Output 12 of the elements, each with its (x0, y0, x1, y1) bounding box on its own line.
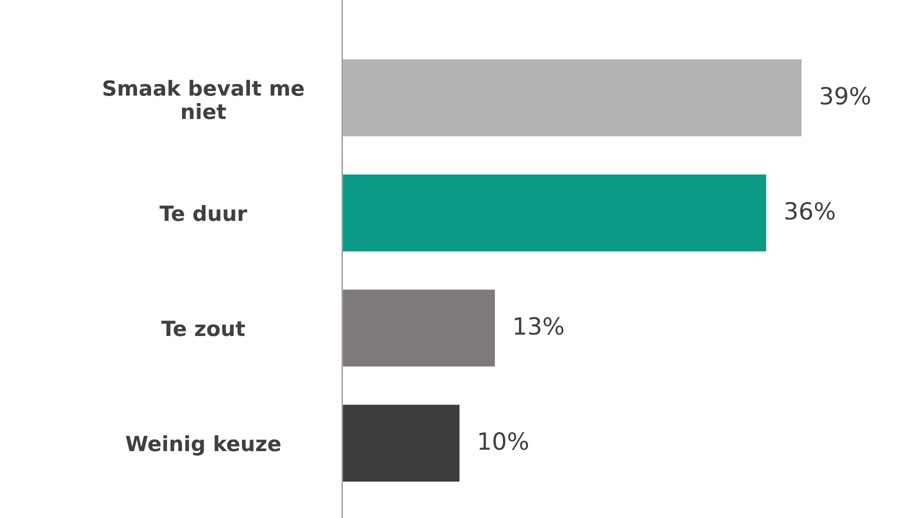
bar (342, 58, 803, 138)
data-label: 10% (479, 432, 528, 450)
data-label: 13% (514, 317, 564, 335)
y-tick-label: Te duur (160, 205, 248, 222)
data-label: 36% (785, 202, 835, 220)
y-tick-label: Weinig keuze (126, 435, 280, 456)
data-label: 39% (820, 86, 870, 105)
y-tick-label: Smaak bevalt me niet (103, 80, 304, 120)
bar (342, 288, 496, 368)
bar (342, 403, 461, 484)
y-tick-label: Te zout (161, 320, 245, 336)
bar (342, 173, 768, 253)
